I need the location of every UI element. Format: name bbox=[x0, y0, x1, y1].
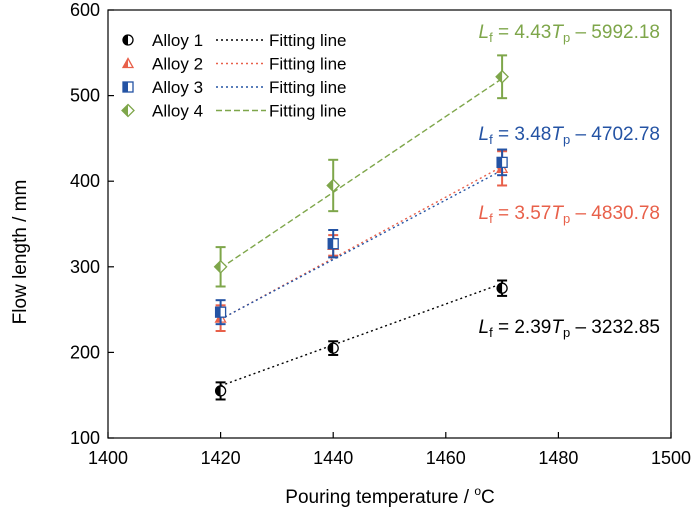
equation-alloy-4: Lf = 4.43Tp – 5992.18 bbox=[479, 22, 661, 45]
legend-fit-label: Fitting line bbox=[269, 78, 346, 97]
x-axis-label: Pouring temperature / oC bbox=[285, 484, 494, 508]
equation-alloy-2: Lf = 3.57Tp – 4830.78 bbox=[479, 203, 661, 226]
legend-marker-fill bbox=[123, 58, 128, 68]
x-tick-label: 1480 bbox=[538, 448, 578, 468]
legend-marker-fill bbox=[123, 35, 128, 45]
equation-part: p bbox=[563, 211, 570, 226]
legend-series-label: Alloy 2 bbox=[152, 55, 203, 74]
equation-alloy-3: Lf = 3.48Tp – 4702.78 bbox=[479, 124, 661, 147]
data-point-fill bbox=[328, 343, 334, 354]
data-point-fill bbox=[328, 238, 334, 249]
equation-part: L bbox=[479, 203, 490, 224]
equation-part: f bbox=[489, 132, 493, 147]
y-tick-label: 300 bbox=[70, 257, 100, 277]
data-point-fill bbox=[215, 307, 221, 318]
data-point-fill bbox=[215, 385, 221, 396]
legend-marker-fill bbox=[123, 82, 128, 92]
fit-line-3 bbox=[220, 169, 503, 320]
x-axis-label-unit: C bbox=[481, 487, 495, 508]
y-tick-label: 200 bbox=[70, 342, 100, 362]
x-tick-label: 1440 bbox=[313, 448, 353, 468]
y-axis-label: Flow length / mm bbox=[10, 180, 31, 325]
legend-series-label: Alloy 3 bbox=[152, 78, 203, 97]
equation-part: p bbox=[563, 132, 570, 147]
equation-part: f bbox=[489, 211, 493, 226]
equation-part: T bbox=[551, 317, 564, 338]
equation-part: = 2.39 bbox=[493, 317, 552, 338]
equation-part: = 4.43 bbox=[493, 22, 552, 43]
equation-part: = 3.57 bbox=[493, 203, 552, 224]
equation-part: – 5992.18 bbox=[570, 22, 660, 43]
plot-frame bbox=[107, 9, 672, 439]
data-point-fill bbox=[327, 179, 334, 192]
equation-part: T bbox=[551, 203, 564, 224]
legend-marker-fill bbox=[122, 104, 128, 117]
equation-part: L bbox=[479, 124, 490, 145]
legend-fit-label: Fitting line bbox=[269, 102, 346, 121]
equation-part: T bbox=[551, 22, 564, 43]
equation-part: p bbox=[563, 325, 570, 340]
y-tick-label: 500 bbox=[70, 86, 100, 106]
equation-part: T bbox=[551, 124, 564, 145]
equation-part: = 3.48 bbox=[493, 124, 552, 145]
fit-line-1 bbox=[220, 282, 503, 387]
equation-part: f bbox=[489, 30, 493, 45]
data-point-fill bbox=[497, 157, 503, 168]
x-axis-label-text: Pouring temperature / bbox=[285, 487, 474, 508]
fit-line-2 bbox=[220, 165, 503, 320]
y-tick-label: 600 bbox=[70, 0, 100, 20]
fit-lines bbox=[220, 77, 503, 387]
equation-part: – 4702.78 bbox=[570, 124, 660, 145]
y-tick-label: 400 bbox=[70, 171, 100, 191]
data-point-fill bbox=[214, 260, 221, 273]
equation-part: L bbox=[479, 22, 490, 43]
data-point-fill bbox=[496, 70, 503, 83]
legend: Alloy 1 Fitting line Alloy 2 Fitting line Al… bbox=[121, 31, 346, 121]
equation-part: – 4830.78 bbox=[570, 203, 660, 224]
y-tick-label: 100 bbox=[70, 428, 100, 448]
x-axis-label-sup: o bbox=[474, 484, 481, 498]
x-tick-label: 1420 bbox=[201, 448, 241, 468]
legend-series-label: Alloy 1 bbox=[152, 31, 203, 50]
legend-fit-label: Fitting line bbox=[269, 55, 346, 74]
equation-part: f bbox=[489, 325, 493, 340]
equation-part: p bbox=[563, 30, 570, 45]
equation-part: – 3232.85 bbox=[570, 317, 660, 338]
equation-alloy-1: Lf = 2.39Tp – 3232.85 bbox=[479, 317, 661, 340]
legend-series-label: Alloy 4 bbox=[152, 102, 203, 121]
fit-line-4 bbox=[220, 77, 503, 269]
x-tick-label: 1460 bbox=[426, 448, 466, 468]
legend-fit-label: Fitting line bbox=[269, 31, 346, 50]
x-tick-label: 1400 bbox=[88, 448, 128, 468]
equation-part: L bbox=[479, 317, 490, 338]
data-marks bbox=[213, 54, 510, 401]
x-tick-label: 1500 bbox=[651, 448, 691, 468]
data-point-fill bbox=[497, 283, 503, 294]
axes: 1400 1420 1440 1460 1480 1500 100 200 300 400 500 6… bbox=[70, 0, 691, 468]
